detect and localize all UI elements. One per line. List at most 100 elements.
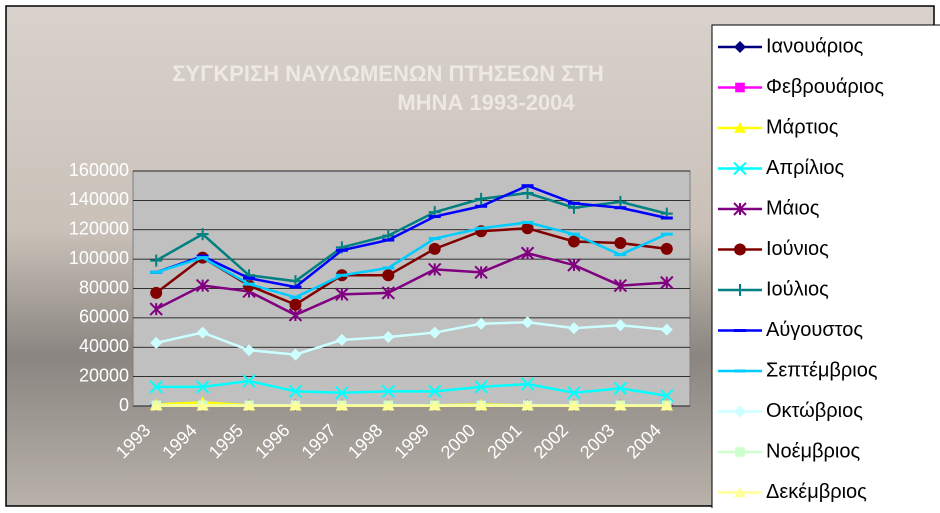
marker	[474, 265, 488, 280]
marker	[520, 377, 535, 391]
y-tick-label: 0	[119, 395, 129, 415]
marker	[567, 399, 580, 411]
marker	[475, 399, 488, 411]
y-tick-label: 100000	[69, 248, 129, 268]
marker	[567, 235, 580, 248]
legend-marker	[734, 122, 746, 133]
marker	[613, 381, 628, 396]
legend	[711, 24, 940, 513]
marker	[567, 386, 581, 400]
marker	[289, 285, 302, 289]
legend-label: Σεπτέμβριος	[766, 359, 878, 381]
marker	[475, 204, 488, 208]
marker	[335, 386, 349, 400]
marker	[149, 380, 163, 394]
marker	[567, 322, 580, 335]
marker	[288, 384, 303, 399]
marker	[149, 302, 163, 316]
series-line	[156, 379, 667, 397]
marker	[521, 222, 534, 235]
y-tick-label: 140000	[69, 189, 129, 209]
marker	[335, 333, 348, 346]
marker	[614, 236, 627, 249]
legend-marker	[734, 486, 746, 498]
marker	[150, 270, 163, 274]
marker	[521, 184, 534, 188]
marker	[520, 246, 535, 260]
marker	[428, 326, 441, 339]
marker	[382, 269, 395, 282]
legend-marker	[734, 41, 746, 53]
marker	[475, 192, 488, 205]
marker	[335, 399, 348, 411]
marker	[289, 298, 302, 311]
marker	[150, 286, 163, 299]
marker	[382, 330, 395, 343]
chart-title: ΣΥΓΚΡΙΣΗ ΝΑΥΛΩΜΕΝΩΝ ΠΤΗΣΕΩΝ ΣΤΗ	[172, 61, 604, 86]
legend-marker	[734, 284, 746, 296]
marker	[382, 399, 395, 411]
marker	[660, 323, 673, 336]
marker	[660, 275, 674, 290]
marker	[150, 336, 163, 349]
legend-label: Ιούνιος	[766, 238, 829, 260]
marker	[428, 237, 441, 241]
marker	[614, 206, 627, 210]
marker	[521, 316, 534, 329]
y-tick-label: 160000	[69, 160, 129, 180]
marker	[150, 254, 163, 267]
legend-label: Μάιος	[766, 197, 820, 219]
marker	[243, 344, 256, 357]
legend-label: Οκτώβριος	[766, 400, 863, 422]
marker	[521, 187, 534, 200]
marker	[150, 399, 163, 411]
marker	[196, 228, 209, 241]
marker	[243, 282, 256, 286]
marker	[428, 242, 441, 255]
marker	[335, 273, 348, 277]
marker	[613, 278, 628, 293]
marker	[614, 195, 627, 208]
marker	[382, 266, 395, 270]
legend-label: Ιανουάριος	[766, 35, 864, 57]
marker	[614, 319, 627, 332]
marker	[243, 276, 256, 280]
series-line	[155, 184, 668, 289]
legend-marker	[734, 329, 746, 332]
marker	[289, 348, 302, 361]
marker	[475, 226, 488, 230]
legend-label: Μάρτιος	[766, 116, 839, 138]
marker	[196, 326, 209, 339]
marker	[335, 248, 348, 252]
marker	[195, 278, 210, 293]
series-line	[155, 251, 667, 317]
y-tick-label: 80000	[79, 277, 129, 297]
marker	[475, 317, 488, 330]
marker	[567, 201, 580, 205]
marker	[428, 215, 441, 219]
legend-marker	[734, 369, 746, 373]
marker	[521, 399, 534, 411]
marker	[660, 242, 673, 255]
y-tick-label: 120000	[69, 219, 129, 239]
y-tick-label: 20000	[79, 365, 129, 385]
marker	[428, 399, 441, 411]
marker	[196, 256, 209, 260]
legend-marker	[733, 161, 747, 176]
y-tick-label: 60000	[79, 307, 129, 327]
marker	[660, 232, 673, 236]
legend-label: Δεκέμβριος	[766, 481, 867, 503]
marker	[289, 399, 302, 411]
legend-marker	[733, 202, 747, 216]
marker	[567, 232, 580, 236]
marker	[242, 374, 256, 388]
marker	[381, 286, 395, 300]
marker	[521, 220, 534, 224]
marker	[289, 275, 302, 288]
marker	[660, 389, 674, 403]
marker	[195, 380, 210, 394]
legend-marker	[734, 405, 746, 418]
marker	[474, 380, 488, 394]
